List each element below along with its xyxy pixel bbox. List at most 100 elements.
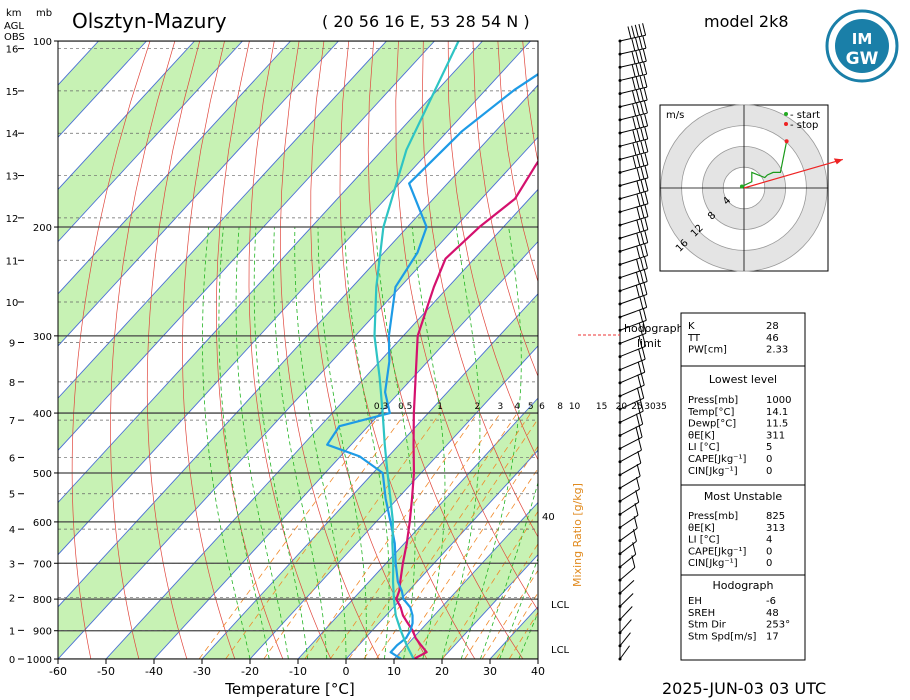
wind-barb-flag — [636, 193, 641, 207]
legend-start-dot — [784, 112, 788, 116]
index-value: 48 — [766, 608, 779, 619]
wind-barb-shaft — [619, 410, 644, 423]
index-value: 0 — [766, 558, 772, 569]
wind-barb-flag — [636, 259, 641, 272]
index-label: Temp[°C] — [687, 407, 735, 418]
isotherm — [105, 188, 538, 659]
wind-barb-flag — [644, 139, 649, 153]
wind-barb-flag — [637, 451, 642, 464]
wind-barb-flag — [636, 206, 641, 220]
storm-motion-arrowhead — [833, 158, 843, 165]
dry-adiabats — [71, 41, 910, 659]
hodograph-limit-label-2: limit — [637, 337, 662, 350]
x-axis: -60 -50 -40 -30 -20 -10 0 10 20 30 40 — [49, 659, 545, 678]
height-tick-label: 14 — [6, 129, 19, 140]
datetime: 2025-JUN-03 03 UTC — [662, 679, 826, 698]
wind-barb-flag — [631, 51, 636, 64]
wind-barb-shaft — [619, 255, 648, 266]
height-tick-label: 0 — [9, 655, 15, 666]
wind-barb-shaft — [619, 345, 646, 358]
dry-adiabat — [280, 41, 380, 659]
wind-barb-flag — [631, 64, 636, 77]
wind-barb-shaft — [619, 384, 645, 397]
isotherm — [249, 345, 538, 659]
dry-adiabat — [421, 41, 538, 538]
wind-barb-flag — [635, 89, 640, 103]
wind-barb-shaft — [619, 293, 648, 305]
hodograph-limit-label-1: hodograph — [624, 322, 684, 335]
wind-barb-shaft — [619, 449, 642, 463]
wind-barb-shaft — [619, 332, 647, 344]
wind-barb-flag — [643, 100, 648, 114]
mixing-ratio-line — [225, 412, 406, 659]
wind-barb-flag — [642, 23, 647, 36]
wind-barb-flag — [639, 101, 644, 115]
most-unstable-title: Most Unstable — [704, 490, 783, 503]
index-label: SREH — [688, 608, 715, 619]
wind-barb-flag — [639, 412, 644, 425]
wind-barb-flag — [640, 179, 645, 193]
wind-barb-flag — [643, 256, 648, 269]
isobars — [58, 41, 538, 659]
mixing-ratio-tick-label: 10 — [569, 402, 581, 412]
wind-barb-shaft — [619, 125, 648, 134]
wind-barb-flag — [640, 231, 645, 244]
mixing-ratio-line — [263, 412, 441, 659]
wind-barb-flag — [644, 113, 649, 127]
hodograph-trace — [739, 139, 843, 189]
wind-barb-shaft — [619, 281, 648, 292]
isotherm — [58, 136, 538, 659]
wind-barb-flag — [636, 219, 641, 233]
storm-motion-vector — [743, 158, 843, 189]
wind-barb-shaft — [619, 462, 642, 476]
wind-barb-flag — [640, 192, 645, 206]
wind-barb-flag — [641, 360, 646, 373]
hodograph-stop — [784, 139, 789, 144]
dry-adiabat — [182, 41, 236, 659]
wind-barb-flag — [635, 37, 640, 51]
legend-stop-dot — [784, 122, 788, 126]
wind-barb-flag — [635, 413, 640, 426]
wind-barb-shaft — [619, 593, 634, 607]
isotherm — [393, 501, 538, 659]
wind-barb-flag — [631, 25, 636, 38]
logo-disc — [835, 19, 889, 73]
indices-panel: K 28 TT 46 PW[cm] 2.33 Press[mb] 1000 Temp[°C] 14… — [680, 312, 806, 661]
wind-barb-shaft — [619, 151, 648, 160]
wind-barb-flag — [636, 115, 641, 129]
isotherm — [58, 41, 195, 191]
wind-barb-flag — [632, 142, 637, 156]
dry-adiabat — [821, 41, 910, 659]
lcl-label-upper: LCL — [551, 600, 570, 611]
wind-barb-flag — [644, 217, 649, 230]
index-value: 253° — [766, 620, 790, 631]
dry-adiabat — [110, 41, 176, 659]
pressure-tick-label: 1000 — [27, 655, 52, 666]
index-label: LI [°C] — [688, 535, 720, 546]
moist-adiabat — [294, 227, 347, 659]
wind-barb-flag — [635, 50, 640, 64]
wind-barb-flag — [639, 270, 644, 283]
hodograph-title: Hodograph — [713, 579, 774, 592]
mixing-ratio-tick-label: 0.3 — [374, 402, 388, 412]
wind-barb-flag — [636, 400, 641, 413]
wind-barb-shaft — [619, 60, 647, 68]
wind-barb-flag — [641, 347, 646, 360]
mixing-ratio-tick-label: 25 — [631, 402, 642, 412]
wind-barb-shaft — [619, 632, 631, 647]
wind-barb-shaft — [619, 566, 636, 581]
wind-barb-shaft — [619, 203, 649, 213]
index-value: 313 — [766, 523, 785, 534]
wind-barb-flag — [632, 90, 637, 104]
isotherm — [58, 41, 435, 451]
wind-barb-flag — [635, 285, 640, 298]
isotherm — [345, 449, 538, 659]
wind-barb-flag — [636, 167, 641, 181]
index-label: Dewp[°C] — [688, 419, 736, 430]
mixing-ratio-tick-label: 5 — [528, 402, 534, 412]
wind-barb-shaft — [619, 242, 648, 252]
wind-barb-flag — [636, 464, 641, 477]
wind-barb-flag — [634, 24, 639, 38]
wind-barb-flag — [640, 386, 645, 399]
wind-barb-flag — [632, 116, 637, 130]
